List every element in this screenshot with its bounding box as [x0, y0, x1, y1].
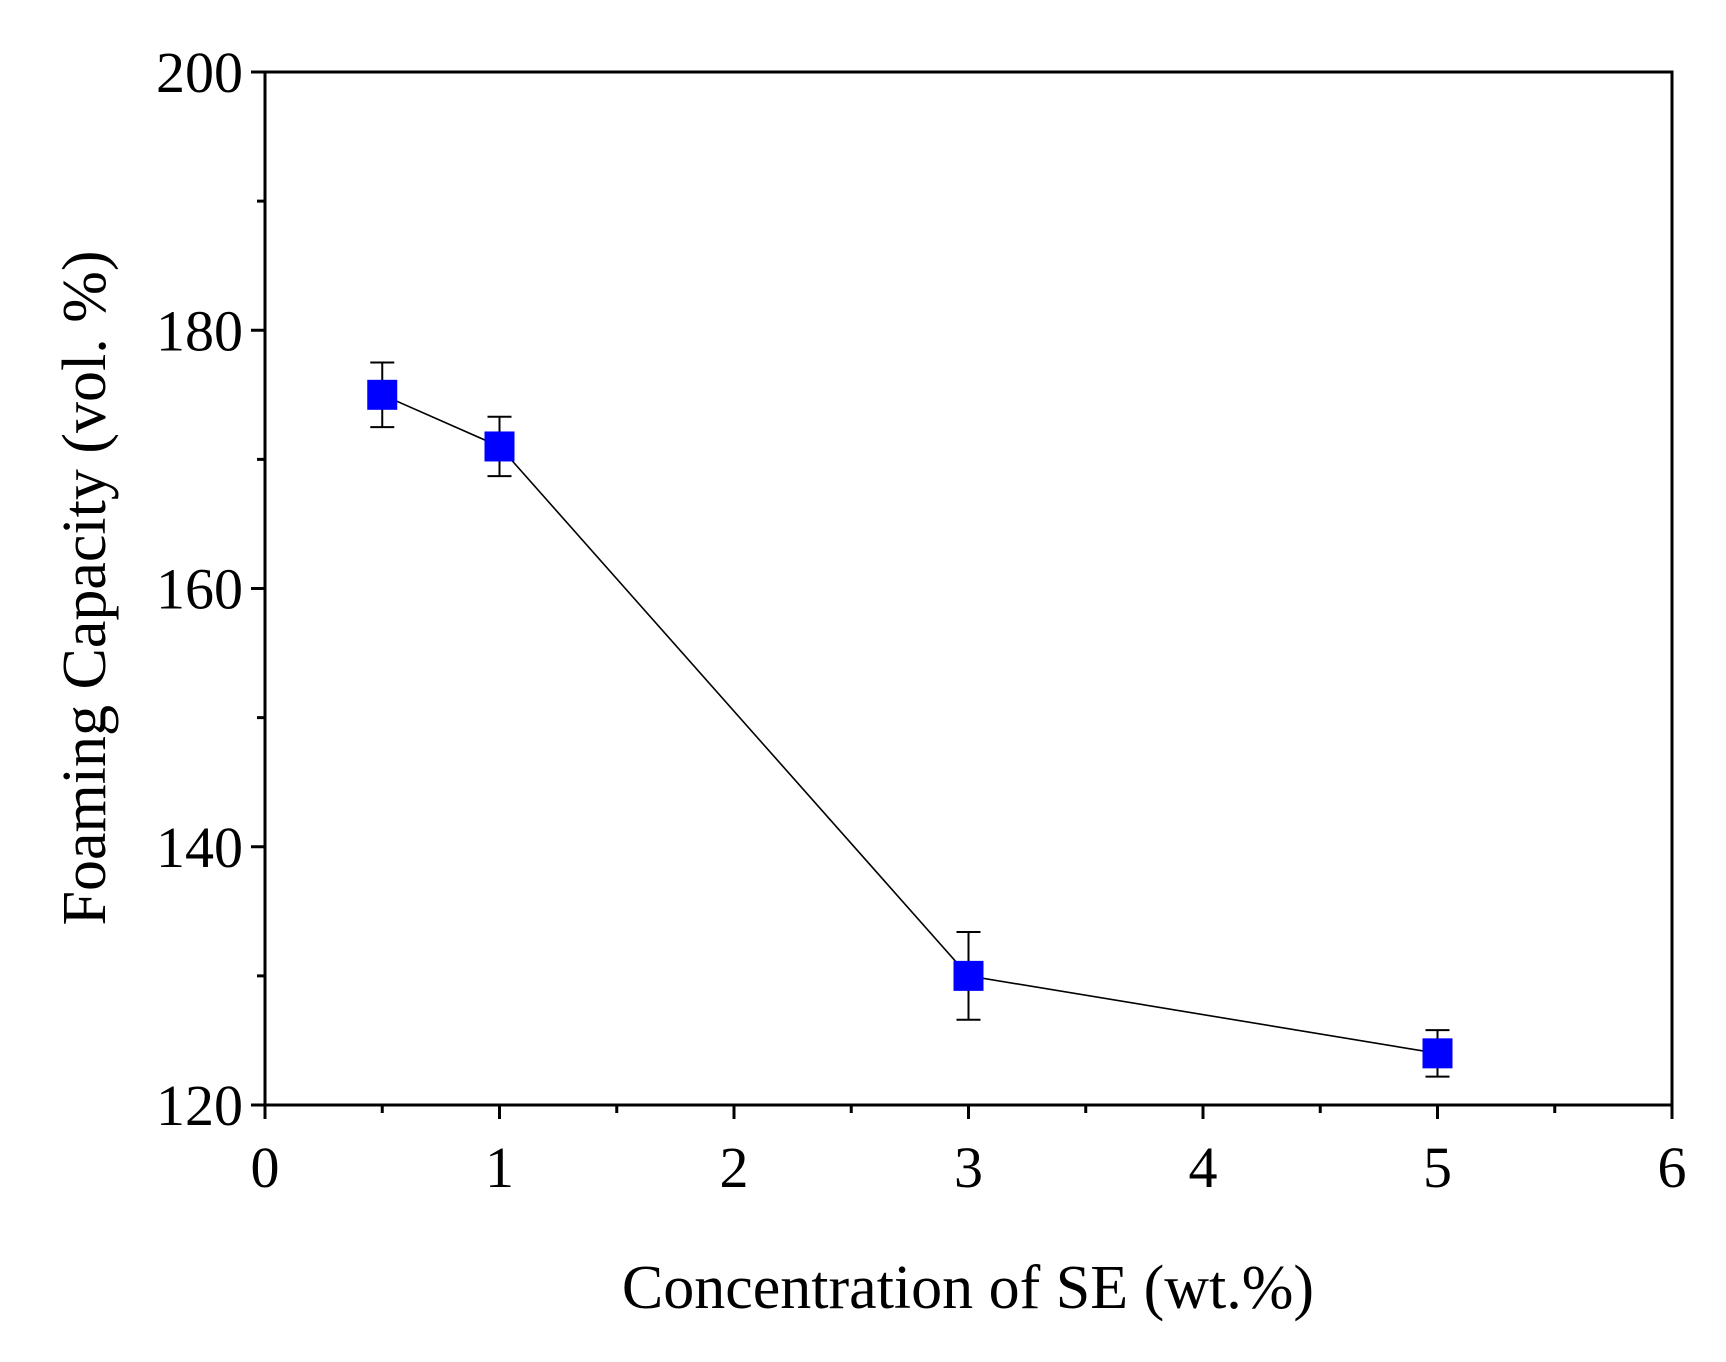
- y-tick-label: 160: [156, 557, 243, 622]
- series-line: [381, 394, 1438, 1055]
- data-point-marker: [1422, 1038, 1453, 1069]
- plot-frame: [263, 70, 1674, 1107]
- x-tick-label: 6: [1658, 1135, 1687, 1200]
- data-point-marker: [484, 431, 515, 462]
- y-tick-label: 200: [156, 40, 243, 105]
- data-point-marker: [953, 960, 984, 991]
- x-tick-label: 0: [251, 1135, 280, 1200]
- x-axis-title: Concentration of SE (wt.%): [622, 1254, 1314, 1322]
- axis-tick-labels: 0 1 2 3 4 5 6 120 140 160 180 200: [156, 40, 1687, 1200]
- x-tick-label: 4: [1189, 1135, 1218, 1200]
- x-tick-label: 5: [1423, 1135, 1452, 1200]
- y-axis-title: Foaming Capacity (vol. %): [51, 251, 119, 926]
- y-tick-label: 140: [156, 815, 243, 880]
- y-tick-label: 120: [156, 1073, 243, 1138]
- x-tick-label: 2: [720, 1135, 749, 1200]
- series-layer: [367, 361, 1453, 1078]
- data-point-marker: [367, 379, 398, 410]
- y-tick-label: 180: [156, 298, 243, 363]
- x-tick-label: 1: [485, 1135, 514, 1200]
- x-tick-label: 3: [954, 1135, 983, 1200]
